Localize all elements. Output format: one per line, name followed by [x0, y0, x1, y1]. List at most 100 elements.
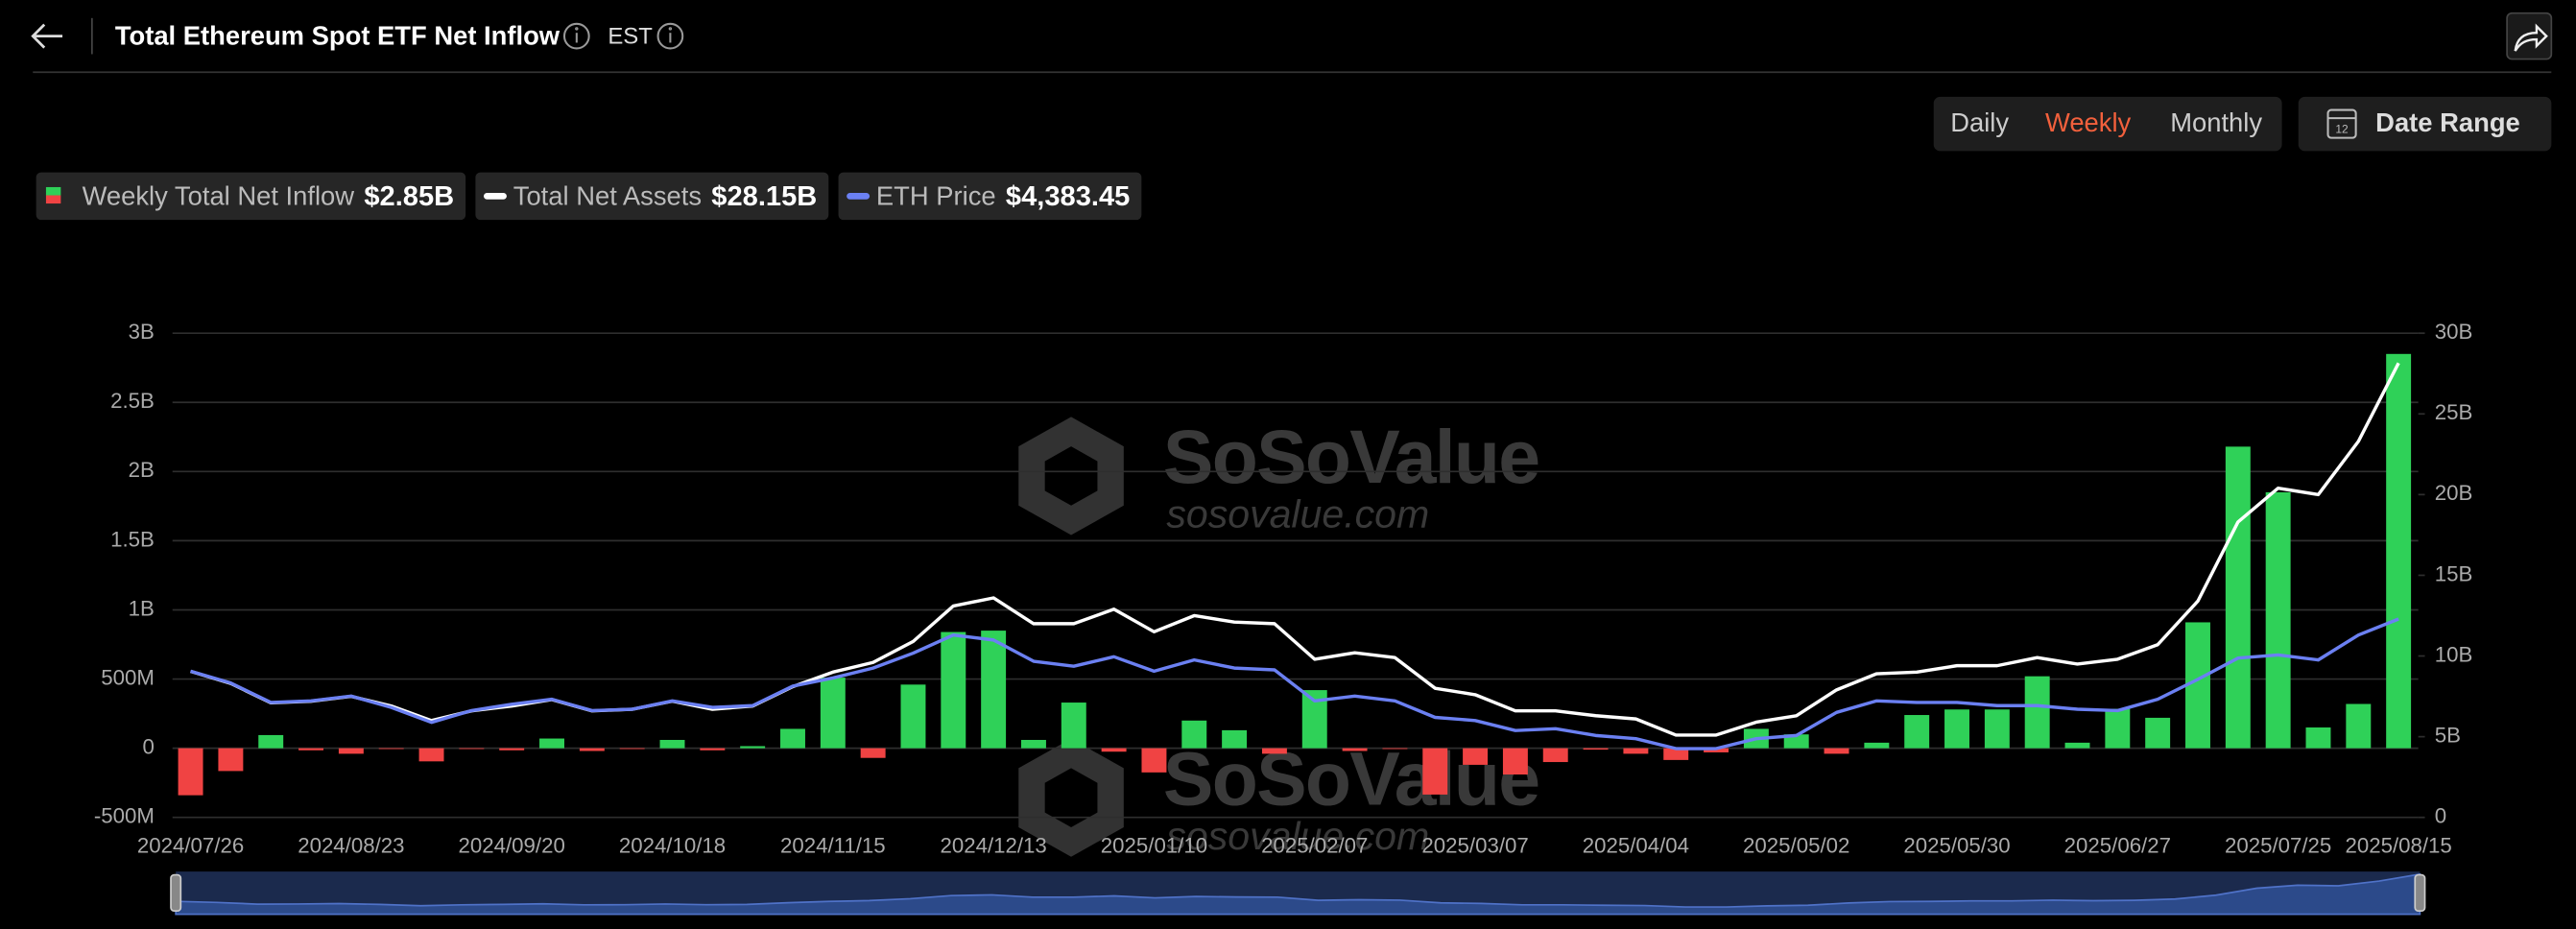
x-tick-label: 2025/05/02 — [1743, 833, 1849, 857]
bar[interactable] — [860, 748, 886, 758]
bar[interactable] — [659, 739, 685, 749]
calendar-day: 12 — [2335, 122, 2349, 135]
bar[interactable] — [1944, 709, 1969, 749]
bar[interactable] — [539, 738, 564, 749]
info-icon[interactable] — [656, 22, 684, 50]
bar[interactable] — [1422, 748, 1448, 795]
x-tick-label: 2024/08/23 — [298, 833, 404, 857]
bar[interactable] — [1463, 748, 1489, 765]
period-option[interactable]: Daily — [1950, 107, 2009, 137]
bar[interactable] — [740, 746, 766, 749]
bar[interactable] — [2305, 727, 2331, 749]
period-toggle — [1933, 96, 2282, 152]
y-tick-label: 1.5B — [110, 527, 155, 551]
bar[interactable] — [2225, 446, 2251, 749]
bar[interactable] — [700, 748, 726, 750]
y2-tick-label: 10B — [2435, 642, 2473, 666]
y-tick-label: 3B — [129, 320, 155, 344]
x-tick-label: 2025/07/25 — [2225, 833, 2331, 857]
bar[interactable] — [2346, 703, 2372, 749]
bar[interactable] — [1904, 715, 1930, 749]
bar[interactable] — [1382, 748, 1408, 750]
bar[interactable] — [2105, 708, 2131, 749]
x-tick-label: 2025/04/04 — [1583, 833, 1689, 857]
back-button[interactable] — [31, 23, 63, 49]
bar[interactable] — [1984, 709, 2010, 749]
y-tick-label: 2B — [129, 458, 155, 482]
bar[interactable] — [1824, 748, 1849, 754]
legend-item[interactable]: ETH Price $4,383.45 — [838, 172, 1142, 221]
legend-item[interactable]: Total Net Assets $28.15B — [475, 172, 829, 221]
bar[interactable] — [1101, 748, 1127, 752]
y2-tick-label: 5B — [2435, 723, 2461, 747]
legend-pill — [36, 172, 466, 221]
bar[interactable] — [780, 728, 805, 749]
x-tick-label: 2025/02/07 — [1261, 833, 1368, 857]
x-tick-label: 2025/03/07 — [1421, 833, 1528, 857]
bar[interactable] — [499, 748, 525, 750]
x-tick-label: 2025/01/10 — [1101, 833, 1207, 857]
legend-value: $4,383.45 — [1006, 181, 1130, 212]
legend-swatch — [45, 186, 61, 196]
bar[interactable] — [981, 631, 1007, 749]
bar[interactable] — [459, 748, 485, 750]
y2-tick-label: 30B — [2435, 320, 2473, 344]
info-icon[interactable] — [562, 22, 590, 50]
y-tick-label: -500M — [94, 804, 155, 828]
x-tick-label: 2025/08/15 — [2345, 833, 2451, 857]
bar[interactable] — [2064, 742, 2090, 749]
bar[interactable] — [2386, 353, 2412, 749]
bar[interactable] — [820, 678, 846, 749]
navigator-handle[interactable] — [170, 873, 182, 913]
bar[interactable] — [2145, 717, 2171, 749]
bar[interactable] — [1342, 748, 1368, 751]
y2-tick-label: 25B — [2435, 400, 2473, 424]
legend: Weekly Total Net Inflow $2.85B Total Net A… — [36, 172, 1142, 221]
x-tick-label: 2025/05/30 — [1903, 833, 2010, 857]
bar[interactable] — [1663, 748, 1689, 760]
bar[interactable] — [298, 748, 324, 750]
bar[interactable] — [1020, 739, 1046, 749]
bar[interactable] — [1222, 729, 1248, 749]
bar[interactable] — [1623, 748, 1649, 754]
bar[interactable] — [378, 748, 404, 750]
bar[interactable] — [1261, 748, 1287, 754]
bar[interactable] — [1502, 748, 1528, 775]
bar[interactable] — [418, 748, 444, 762]
share-button[interactable] — [2506, 12, 2553, 60]
period-option[interactable]: Weekly — [2045, 107, 2132, 137]
bar[interactable] — [579, 748, 605, 751]
legend-name: Total Net Assets — [513, 180, 702, 210]
bar[interactable] — [2024, 676, 2050, 749]
bar[interactable] — [1704, 748, 1729, 752]
bar[interactable] — [941, 631, 966, 749]
date-range-button[interactable]: 12 Date Range — [2298, 96, 2552, 152]
line-series — [190, 617, 2399, 750]
bar[interactable] — [1542, 748, 1568, 763]
watermark-url: sosovalue.com — [1166, 814, 1429, 858]
bar[interactable] — [1783, 734, 1809, 749]
timezone: EST — [608, 24, 653, 50]
bar[interactable] — [1181, 720, 1207, 749]
bar[interactable] — [1141, 748, 1167, 773]
bar[interactable] — [2265, 491, 2291, 749]
x-tick-label: 2024/09/20 — [459, 833, 565, 857]
y2-tick-label: 20B — [2435, 481, 2473, 505]
legend-swatch — [45, 195, 61, 204]
bar[interactable] — [900, 684, 926, 749]
legend-item[interactable]: Weekly Total Net Inflow $2.85B — [36, 172, 466, 221]
period-option[interactable]: Monthly — [2170, 107, 2262, 137]
bar[interactable] — [338, 748, 364, 754]
legend-pill — [838, 172, 1142, 221]
bar[interactable] — [258, 734, 284, 749]
navigator-handle[interactable] — [2414, 873, 2426, 913]
legend-name: ETH Price — [876, 180, 996, 210]
bar[interactable] — [178, 748, 203, 796]
bar[interactable] — [1583, 748, 1609, 750]
bar[interactable] — [1864, 742, 1890, 749]
bar[interactable] — [619, 748, 645, 750]
bar[interactable] — [218, 748, 244, 772]
page-title: Total Ethereum Spot ETF Net Inflow — [115, 21, 561, 51]
bar[interactable] — [1061, 703, 1086, 749]
navigator[interactable] — [170, 871, 2426, 916]
